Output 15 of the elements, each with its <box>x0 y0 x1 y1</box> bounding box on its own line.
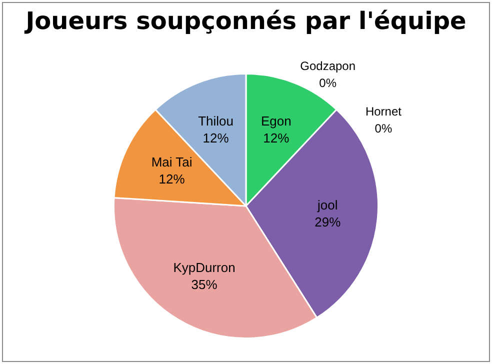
data-label: 12% <box>263 130 290 146</box>
slice-label: KypDurron <box>173 260 236 276</box>
text: 0% <box>319 76 337 90</box>
slice-label: Mai Tai <box>151 154 192 170</box>
text: 0% <box>374 122 392 136</box>
chart-title: Joueurs soupçonnés par l'équipe <box>23 7 468 35</box>
slice-label: Egon <box>260 113 292 128</box>
slice-label: Thilou <box>198 113 234 128</box>
data-label: 12% <box>158 172 186 187</box>
data-label: 35% <box>191 277 218 292</box>
data-label: 29% <box>314 214 342 230</box>
data-label: 12% <box>202 130 230 146</box>
category-label: Hornet <box>365 104 402 119</box>
category-label: Godzapon <box>300 59 356 74</box>
slice-label: jool <box>316 197 338 212</box>
